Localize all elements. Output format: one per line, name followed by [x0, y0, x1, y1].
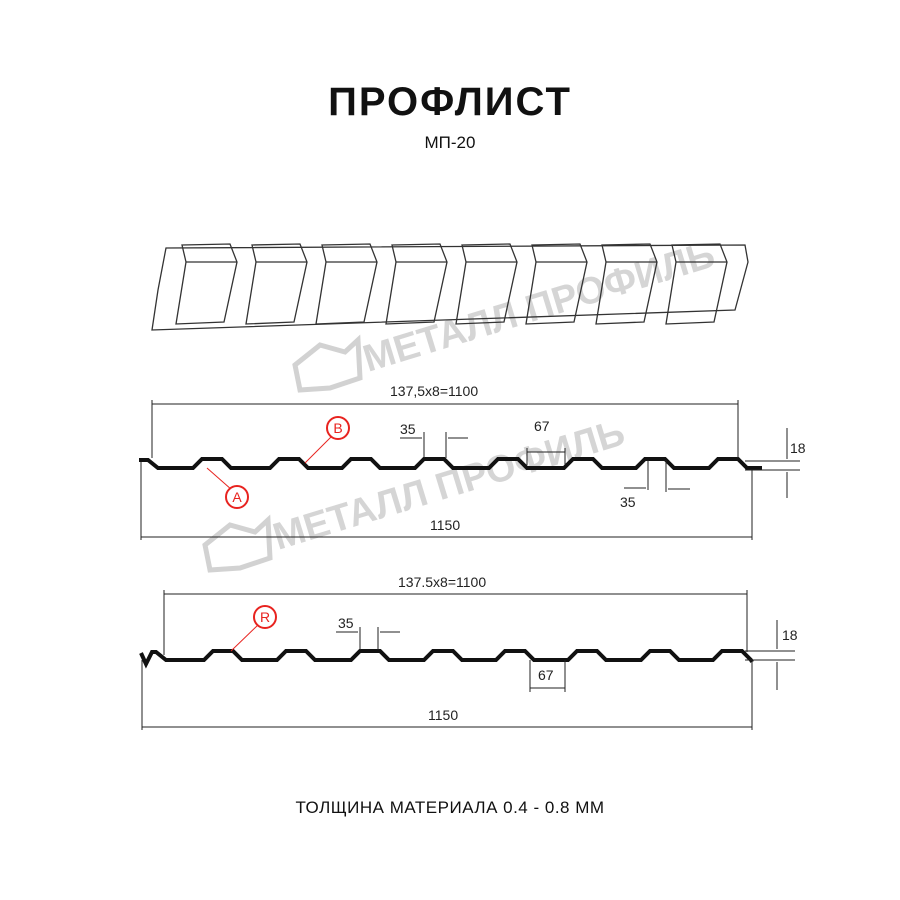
- svg-text:A: A: [232, 489, 242, 505]
- valley-label: 67: [538, 667, 554, 683]
- pitch-label: 137.5x8=1100: [398, 574, 486, 590]
- height-label: 18: [790, 440, 806, 456]
- model-label: МП-20: [424, 133, 476, 152]
- watermark-2: МЕТАЛЛ ПРОФИЛЬ: [202, 412, 630, 573]
- height-label: 18: [782, 627, 798, 643]
- sheet-rib: [385, 243, 448, 325]
- sheet-3d-view: [151, 243, 749, 331]
- sheet-rib: [245, 243, 308, 325]
- valley-label: 67: [534, 418, 550, 434]
- watermark-text: МЕТАЛЛ ПРОФИЛЬ: [358, 234, 719, 381]
- page-title: ПРОФЛИСТ: [328, 80, 572, 124]
- rib-top-label: 35: [400, 421, 416, 437]
- rib-top-label: 35: [338, 615, 354, 631]
- profile-a-line: [139, 457, 762, 470]
- profile-b-line: [139, 649, 754, 669]
- pitch-label: 137,5x8=1100: [390, 383, 478, 399]
- sheet-rib: [315, 243, 378, 325]
- svg-text:R: R: [260, 609, 270, 625]
- watermark-1: МЕТАЛЛ ПРОФИЛЬ: [292, 234, 720, 393]
- callout-r: R: [230, 605, 277, 652]
- profile-b: 137.5x8=1100 1150 35 67 18 R: [139, 574, 798, 730]
- profile-a: 137,5x8=1100 1150 35 67 35 18 A B: [139, 383, 806, 540]
- sheet-rib: [151, 244, 749, 331]
- rib-bottom-label: 35: [620, 494, 636, 510]
- callout-b: B: [304, 416, 350, 464]
- width-label: 1150: [428, 707, 458, 723]
- callout-a: A: [206, 467, 249, 509]
- sheet-rib: [175, 243, 238, 325]
- svg-text:B: B: [333, 420, 342, 436]
- thickness-note: ТОЛЩИНА МАТЕРИАЛА 0.4 - 0.8 ММ: [295, 798, 605, 817]
- width-label: 1150: [430, 517, 460, 533]
